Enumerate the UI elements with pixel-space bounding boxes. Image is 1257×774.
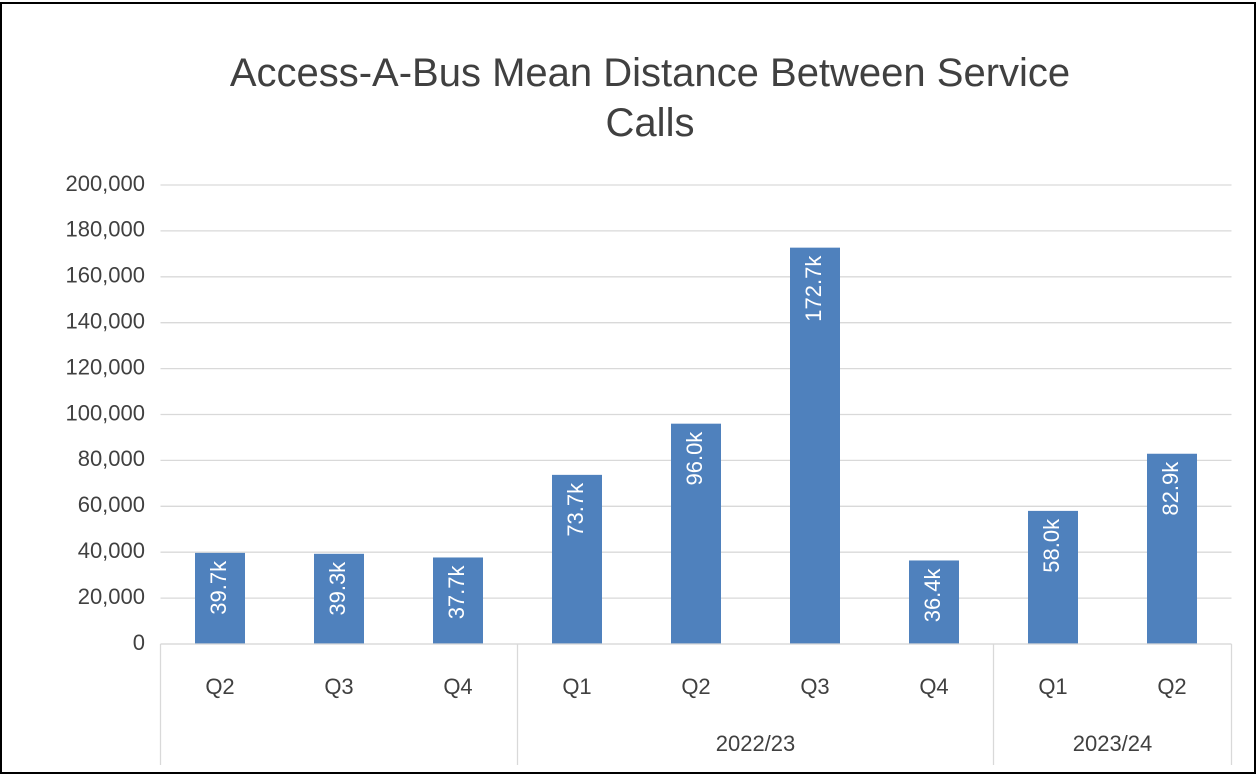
y-tick-label: 100,000 — [65, 400, 145, 425]
y-tick-label: 60,000 — [78, 492, 145, 517]
data-label: 73.7k — [563, 482, 588, 537]
data-label: 82.9k — [1158, 461, 1183, 516]
data-label: 39.7k — [206, 560, 231, 615]
group-label: 2023/24 — [1073, 731, 1153, 756]
bar — [790, 247, 840, 644]
data-label: 58.0k — [1039, 518, 1064, 573]
y-tick-label: 140,000 — [65, 309, 145, 334]
x-tick-label: Q3 — [800, 674, 829, 699]
bar — [195, 552, 245, 644]
y-tick-label: 120,000 — [65, 354, 145, 379]
x-tick-label: Q3 — [324, 674, 353, 699]
y-tick-label: 160,000 — [65, 263, 145, 288]
y-tick-label: 20,000 — [78, 584, 145, 609]
y-tick-label: 180,000 — [65, 217, 145, 242]
x-tick-label: Q2 — [1157, 674, 1186, 699]
y-tick-label: 40,000 — [78, 538, 145, 563]
group-label: 2022/23 — [716, 731, 796, 756]
data-label: 172.7k — [801, 255, 826, 322]
bar — [433, 557, 483, 644]
x-tick-label: Q4 — [919, 674, 948, 699]
x-tick-label: Q2 — [681, 674, 710, 699]
x-tick-label: Q1 — [562, 674, 591, 699]
y-tick-label: 80,000 — [78, 446, 145, 471]
x-tick-label: Q2 — [205, 674, 234, 699]
bar — [1028, 510, 1078, 644]
data-label: 39.3k — [325, 561, 350, 616]
bar — [909, 560, 959, 644]
bar — [314, 553, 364, 644]
bar — [671, 423, 721, 644]
data-label: 36.4k — [920, 567, 945, 622]
bar — [1147, 453, 1197, 644]
bar — [552, 474, 602, 644]
x-tick-label: Q1 — [1038, 674, 1067, 699]
chart-title: Access-A-Bus Mean Distance Between Servi… — [230, 51, 1070, 145]
data-label: 96.0k — [682, 431, 707, 486]
x-tick-label: Q4 — [443, 674, 472, 699]
data-label: 37.7k — [444, 564, 469, 619]
y-tick-label: 0 — [133, 630, 145, 655]
y-tick-label: 200,000 — [65, 171, 145, 196]
